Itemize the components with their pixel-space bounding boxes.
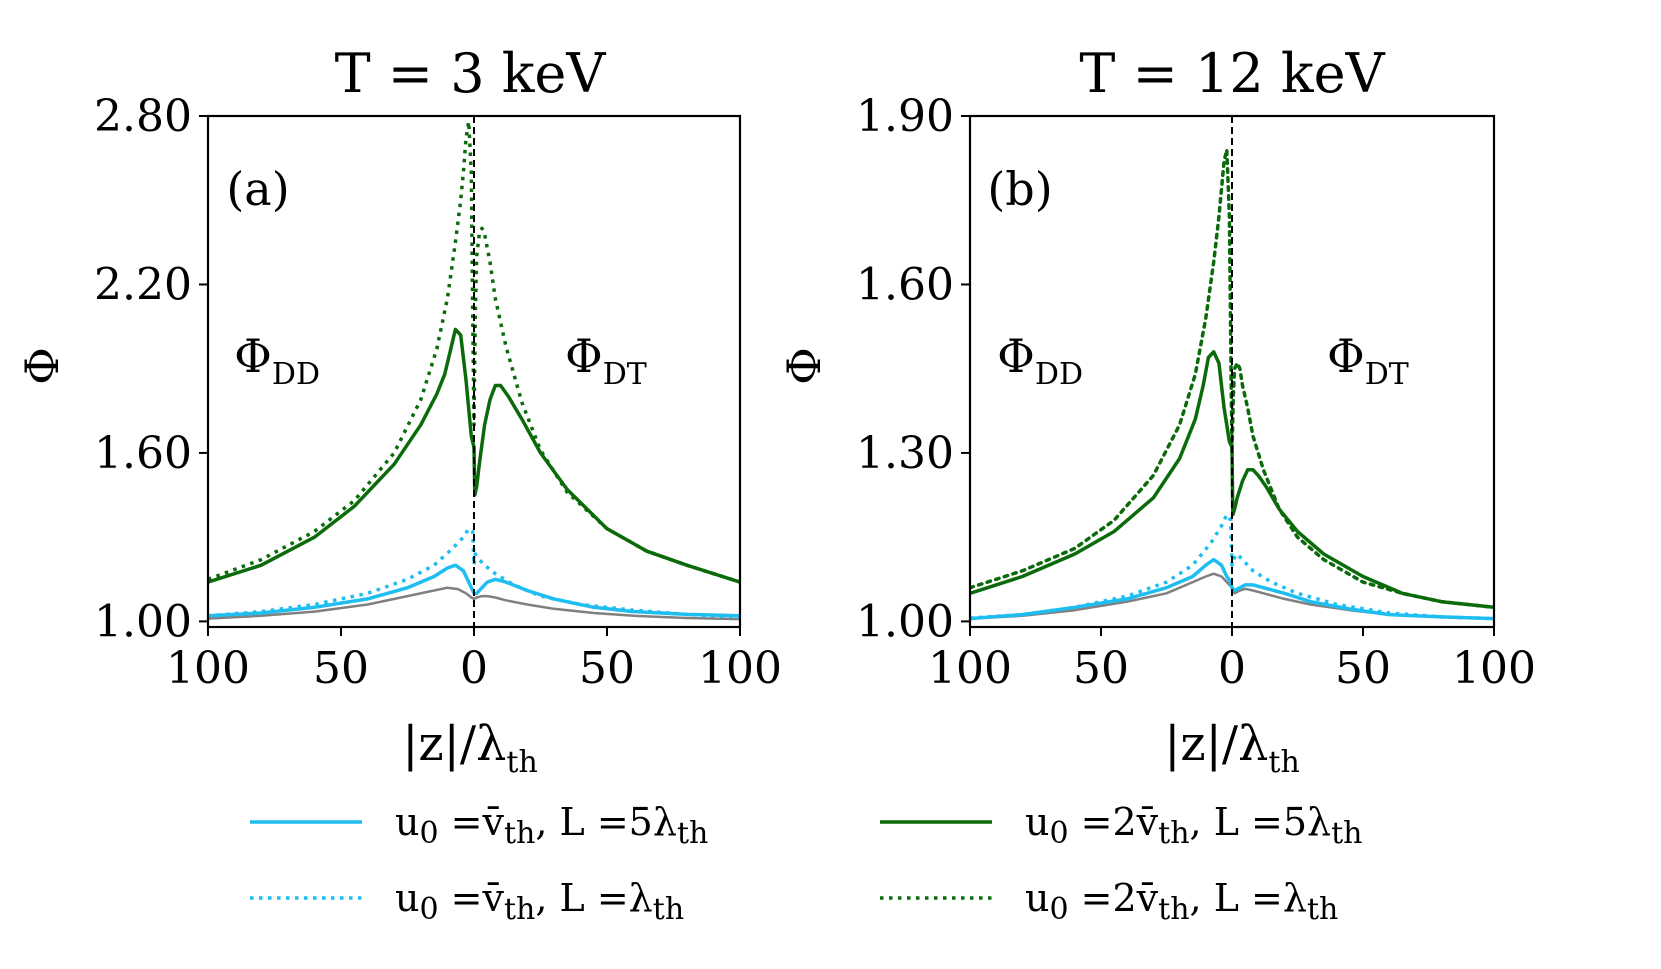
panel-b-region-left-sub: DD xyxy=(1035,357,1083,392)
panel-b-x-tick-label: 0 xyxy=(1218,643,1246,694)
legend-label-part: th xyxy=(653,892,684,927)
panel-b-region-right-symbol: Φ xyxy=(1327,329,1365,383)
legend-entry: u0 =2v̄th, L =5λth xyxy=(880,800,1363,851)
panel-a-region-right-sub: DT xyxy=(603,357,647,392)
panel-a-x-axis-label: |z|/λth xyxy=(402,716,538,780)
panel-a-x-axis-label-sub: th xyxy=(506,745,537,780)
panel-a-x-axis-label-main: |z|/λ xyxy=(402,716,506,772)
panel-b-y-tick-label: 1.30 xyxy=(856,428,954,479)
panel-b-title: T = 12 keV xyxy=(1079,42,1385,105)
legend-label-part: th xyxy=(1307,892,1338,927)
legend-label-part: , L =λ xyxy=(1190,876,1307,920)
legend-entry: u0 =2v̄th, L =λth xyxy=(880,876,1338,927)
legend-label: u0 =2v̄th, L =λth xyxy=(1025,876,1338,927)
panel-a-x-tick-label: 0 xyxy=(460,643,488,694)
panel-b-region-left: ΦDD xyxy=(997,329,1083,392)
panel-a-region-left-symbol: Φ xyxy=(234,329,272,383)
legend-label-part: 0 xyxy=(419,816,438,851)
legend-label-part: th xyxy=(504,892,535,927)
legend-label-part: =v̄ xyxy=(439,876,505,920)
legend-entry: u0 =v̄th, L =λth xyxy=(250,876,684,927)
panel-b-x-tick-label: 100 xyxy=(928,643,1012,694)
panel-a-label: (a) xyxy=(226,162,289,216)
panel-a-region-right-symbol: Φ xyxy=(565,329,603,383)
panel-a-region-left: ΦDD xyxy=(234,329,320,392)
panel-a-series-line xyxy=(208,586,740,621)
panel-b-series-line xyxy=(970,512,1494,621)
panel-b-label: (b) xyxy=(987,162,1052,216)
panel-a-y-tick-label: 1.60 xyxy=(94,428,192,479)
legend-label-part: th xyxy=(1158,892,1189,927)
legend-label-part: =2v̄ xyxy=(1069,876,1159,920)
panel-a-y-tick-label: 2.80 xyxy=(94,91,192,142)
panel-a-plot-area: 1.00 1.60 2.20 2.80 100 50 0 50 100 xyxy=(94,91,782,694)
panel-b-region-left-symbol: Φ xyxy=(997,329,1035,383)
panel-b-x-axis-label: |z|/λth xyxy=(1164,716,1300,780)
panel-a-y-tick-label: 2.20 xyxy=(94,259,192,310)
legend-label-part: 0 xyxy=(419,892,438,927)
panel-b-y-axis-label: Φ xyxy=(777,347,831,385)
panel-a-x-tick-label: 50 xyxy=(579,643,635,694)
legend-label-part: 0 xyxy=(1049,816,1068,851)
panel-b-series-line xyxy=(970,557,1494,621)
panel-b-y-tick-label: 1.00 xyxy=(856,596,954,647)
panel-a-title: T = 3 keV xyxy=(335,42,607,105)
legend-entry: u0 =v̄th, L =5λth xyxy=(250,800,708,851)
panel-a-x-tick-label: 100 xyxy=(166,643,250,694)
legend-label-part: u xyxy=(395,876,419,920)
legend-label-part: u xyxy=(1025,876,1049,920)
legend-label: u0 =2v̄th, L =5λth xyxy=(1025,800,1363,851)
legend-label-part: =2v̄ xyxy=(1069,800,1159,844)
panel-a-region-left-sub: DD xyxy=(272,357,320,392)
panel-a: T = 3 keV 1.00 1.60 2.20 2.80 100 50 0 50 100 (a… xyxy=(15,42,782,780)
panel-b-y-tick-label: 1.60 xyxy=(856,259,954,310)
legend-label-part: =v̄ xyxy=(439,800,505,844)
legend-label: u0 =v̄th, L =λth xyxy=(395,876,684,927)
panel-b: T = 12 keV 1.00 1.30 1.60 1.90 100 50 0 50 100 (… xyxy=(777,42,1536,780)
legend-label-part: th xyxy=(677,816,708,851)
legend-label: u0 =v̄th, L =5λth xyxy=(395,800,708,851)
legend: u0 =v̄th, L =5λth u0 =v̄th, L =λth u0 =2… xyxy=(250,800,1363,927)
panel-b-x-axis-label-main: |z|/λ xyxy=(1164,716,1268,772)
legend-label-part: th xyxy=(504,816,535,851)
panel-a-region-right: ΦDT xyxy=(565,329,647,392)
panel-a-y-axis-label: Φ xyxy=(15,347,69,385)
legend-label-part: th xyxy=(1158,816,1189,851)
panel-b-region-right-sub: DT xyxy=(1365,357,1409,392)
legend-label-part: , L =5λ xyxy=(535,800,677,844)
panel-a-y-tick-label: 1.00 xyxy=(94,596,192,647)
panel-b-x-tick-label: 100 xyxy=(1452,643,1536,694)
legend-label-part: , L =λ xyxy=(535,876,652,920)
panel-a-x-tick-label: 50 xyxy=(313,643,369,694)
panel-b-region-right: ΦDT xyxy=(1327,329,1409,392)
panel-b-y-tick-label: 1.90 xyxy=(856,91,954,142)
panel-a-x-tick-label: 100 xyxy=(698,643,782,694)
legend-label-part: th xyxy=(1331,816,1362,851)
legend-label-part: u xyxy=(395,800,419,844)
legend-label-part: 0 xyxy=(1049,892,1068,927)
panel-b-plot-area: 1.00 1.30 1.60 1.90 100 50 0 50 100 xyxy=(856,91,1536,694)
panel-b-x-axis-label-sub: th xyxy=(1268,745,1299,780)
legend-label-part: , L =5λ xyxy=(1190,800,1332,844)
panel-b-x-tick-label: 50 xyxy=(1335,643,1391,694)
legend-label-part: u xyxy=(1025,800,1049,844)
panel-b-x-tick-label: 50 xyxy=(1073,643,1129,694)
